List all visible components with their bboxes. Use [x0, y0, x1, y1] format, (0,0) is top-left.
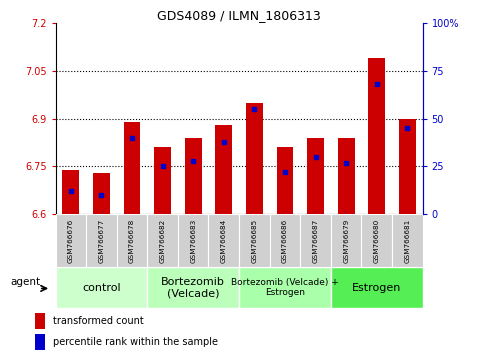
Text: percentile rank within the sample: percentile rank within the sample: [53, 337, 218, 348]
Bar: [124, 122, 141, 214]
Text: agent: agent: [10, 276, 40, 286]
Text: GSM766683: GSM766683: [190, 218, 196, 263]
Text: Estrogen: Estrogen: [352, 282, 401, 293]
Bar: [93, 173, 110, 214]
Bar: [399, 119, 416, 214]
Text: GSM766687: GSM766687: [313, 218, 319, 263]
FancyBboxPatch shape: [147, 267, 239, 308]
Bar: [62, 170, 79, 214]
Text: Bortezomib
(Velcade): Bortezomib (Velcade): [161, 277, 225, 298]
FancyBboxPatch shape: [56, 214, 86, 267]
Text: GSM766677: GSM766677: [99, 218, 104, 263]
Bar: [307, 138, 324, 214]
FancyBboxPatch shape: [239, 267, 331, 308]
Text: GSM766679: GSM766679: [343, 218, 349, 263]
Text: GSM766682: GSM766682: [159, 218, 166, 263]
Bar: [154, 147, 171, 214]
FancyBboxPatch shape: [86, 214, 117, 267]
FancyBboxPatch shape: [270, 214, 300, 267]
FancyBboxPatch shape: [56, 267, 147, 308]
Text: GSM766685: GSM766685: [251, 218, 257, 263]
Bar: [35, 313, 45, 329]
Title: GDS4089 / ILMN_1806313: GDS4089 / ILMN_1806313: [157, 9, 321, 22]
Bar: [277, 147, 293, 214]
FancyBboxPatch shape: [117, 214, 147, 267]
Bar: [185, 138, 201, 214]
Text: Bortezomib (Velcade) +
Estrogen: Bortezomib (Velcade) + Estrogen: [231, 278, 339, 297]
FancyBboxPatch shape: [239, 214, 270, 267]
FancyBboxPatch shape: [147, 214, 178, 267]
FancyBboxPatch shape: [392, 214, 423, 267]
FancyBboxPatch shape: [178, 214, 209, 267]
FancyBboxPatch shape: [331, 214, 361, 267]
Text: GSM766686: GSM766686: [282, 218, 288, 263]
Text: transformed count: transformed count: [53, 316, 143, 326]
Text: GSM766676: GSM766676: [68, 218, 74, 263]
FancyBboxPatch shape: [300, 214, 331, 267]
Text: GSM766684: GSM766684: [221, 218, 227, 263]
Bar: [369, 58, 385, 214]
FancyBboxPatch shape: [361, 214, 392, 267]
Bar: [338, 138, 355, 214]
Bar: [215, 125, 232, 214]
Text: GSM766680: GSM766680: [374, 218, 380, 263]
Bar: [35, 334, 45, 350]
FancyBboxPatch shape: [209, 214, 239, 267]
FancyBboxPatch shape: [331, 267, 423, 308]
Text: control: control: [82, 282, 121, 293]
Text: GSM766681: GSM766681: [404, 218, 411, 263]
Text: GSM766678: GSM766678: [129, 218, 135, 263]
Bar: [246, 103, 263, 214]
